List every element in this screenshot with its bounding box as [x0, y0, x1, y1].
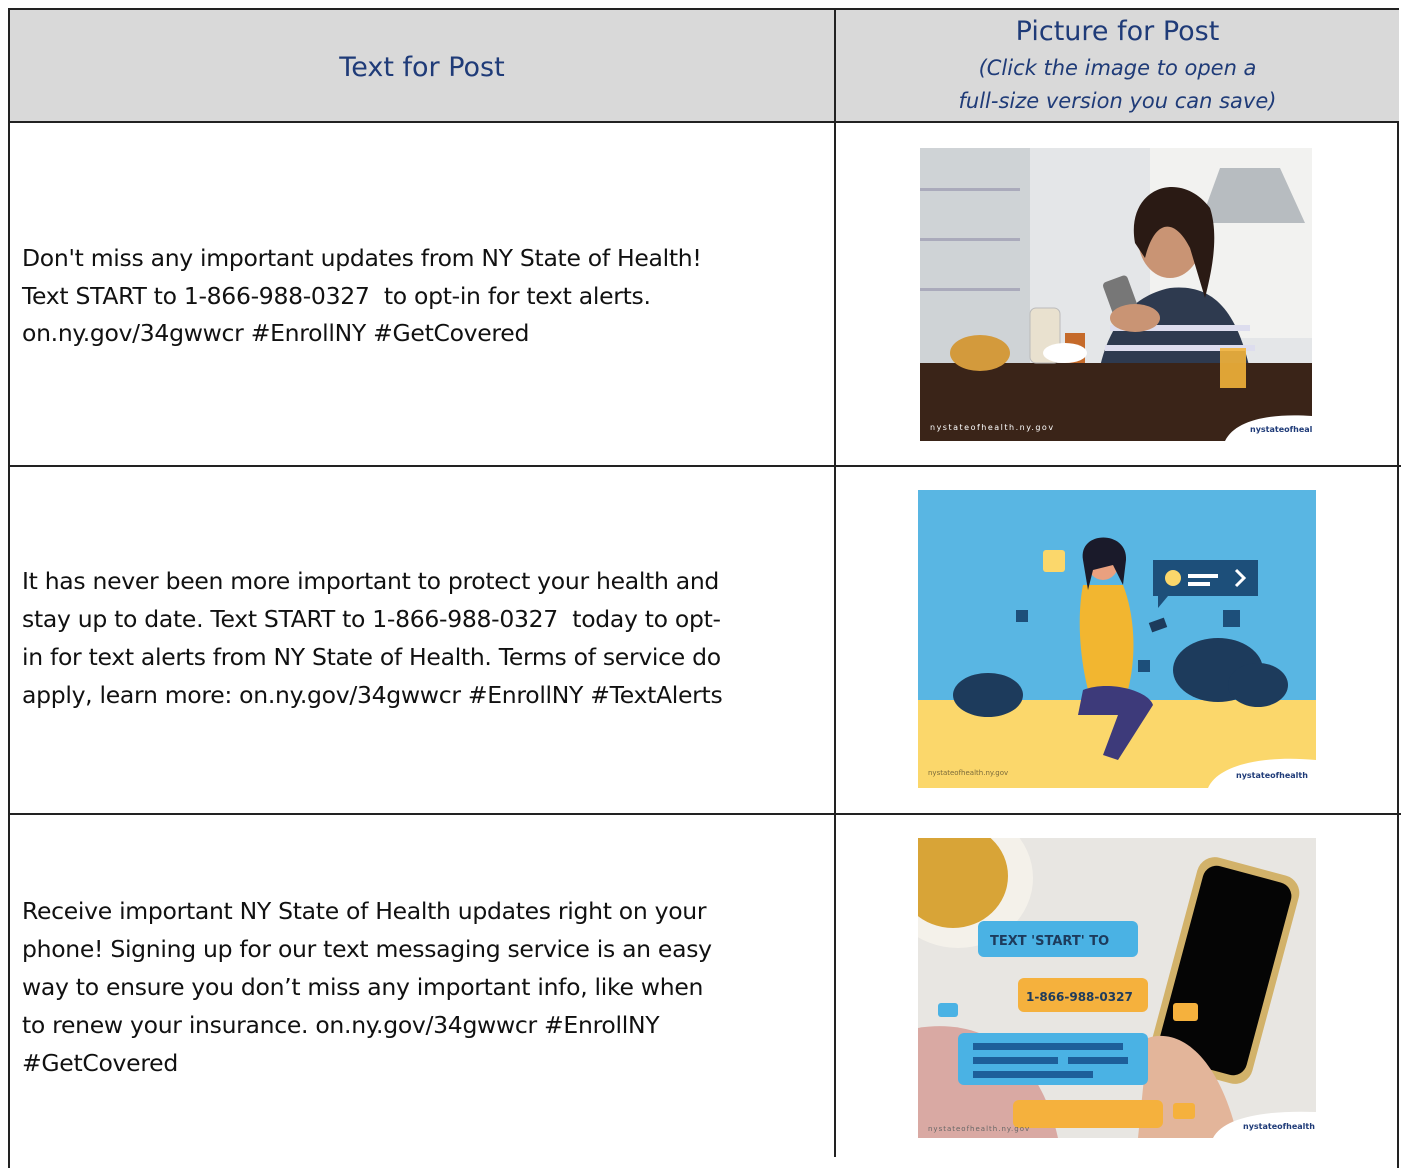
header-title: Text for Post	[339, 52, 505, 83]
image-url: nystateofhealth.ny.gov	[928, 769, 1008, 777]
image-logo: nystateofhealth	[1243, 1122, 1315, 1131]
header-note: full-size version you can save)	[958, 89, 1277, 113]
bubble-text: TEXT 'START' TO	[990, 934, 1109, 949]
table	[8, 8, 1399, 1168]
post-image[interactable]: nystateofhealth.ny.gov nystateofhealth	[920, 148, 1312, 441]
post-text: Don't miss any important updates from NY…	[22, 244, 702, 272]
post-text: apply, learn more: on.ny.gov/34gwwcr #En…	[22, 681, 723, 709]
post-text: #GetCovered	[22, 1049, 178, 1077]
post-text: Receive important NY State of Health upd…	[22, 897, 707, 925]
post-text: stay up to date. Text START to 1-866-988…	[22, 605, 721, 633]
header-note: (Click the image to open a	[978, 56, 1257, 80]
image-url: nystateofhealth.ny.gov	[930, 423, 1055, 432]
post-text: in for text alerts from NY State of Heal…	[22, 643, 721, 671]
post-image[interactable]: TEXT 'START' TO 1-866-988-0327 nystateof…	[918, 838, 1316, 1138]
header-row	[10, 10, 1399, 123]
post-text: Text START to 1-866-988-0327 to opt-in f…	[22, 282, 651, 310]
image-logo: nystateofhealth	[1236, 771, 1308, 780]
image-logo: nystateofhealth	[1250, 425, 1312, 434]
post-text: way to ensure you don’t miss any importa…	[22, 973, 704, 1001]
column-divider	[834, 8, 836, 1157]
post-image[interactable]: nystateofhealth.ny.gov nystateofhealth	[918, 490, 1316, 788]
bubble-text: 1-866-988-0327	[1026, 990, 1133, 1004]
post-text: on.ny.gov/34gwwcr #EnrollNY #GetCovered	[22, 319, 530, 347]
row-divider	[8, 813, 1401, 815]
image-url: nystateofhealth.ny.gov	[928, 1125, 1030, 1133]
header-title: Picture for Post	[1015, 16, 1220, 47]
post-text: It has never been more important to prot…	[22, 567, 720, 595]
row-divider	[8, 465, 1401, 467]
post-text: phone! Signing up for our text messaging…	[22, 935, 712, 963]
post-text: to renew your insurance. on.ny.gov/34gww…	[22, 1011, 660, 1039]
